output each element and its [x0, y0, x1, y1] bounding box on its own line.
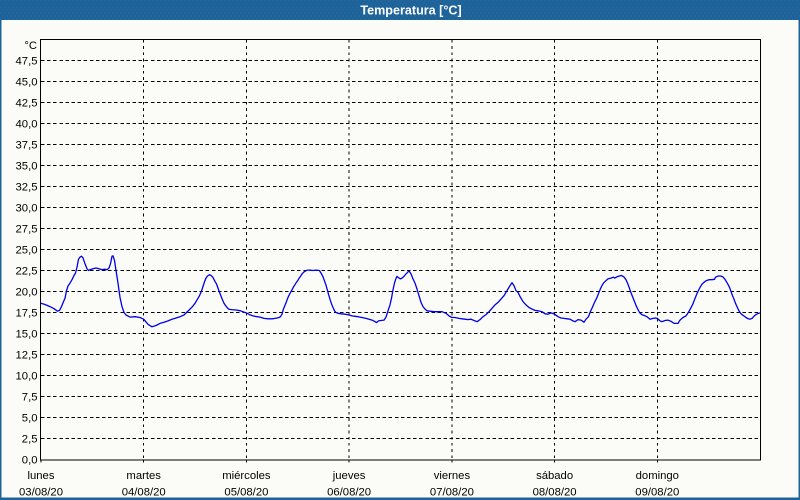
svg-text:03/08/20: 03/08/20 [19, 487, 63, 499]
svg-text:05/08/20: 05/08/20 [224, 487, 268, 499]
svg-text:viernes: viernes [434, 470, 471, 482]
svg-text:sábado: sábado [536, 470, 573, 482]
svg-text:08/08/20: 08/08/20 [533, 487, 577, 499]
svg-text:miércoles: miércoles [222, 470, 271, 482]
svg-text:domingo: domingo [636, 470, 679, 482]
svg-text:12,5: 12,5 [16, 350, 38, 362]
svg-text:17,5: 17,5 [16, 308, 38, 320]
svg-text:47,5: 47,5 [16, 56, 38, 68]
svg-text:27,5: 27,5 [16, 224, 38, 236]
svg-text:25,0: 25,0 [16, 245, 38, 257]
svg-text:32,5: 32,5 [16, 182, 38, 194]
svg-text:0,0: 0,0 [22, 455, 38, 467]
svg-text:martes: martes [126, 470, 161, 482]
svg-text:15,0: 15,0 [16, 329, 38, 341]
svg-text:Temperatura [°C]: Temperatura [°C] [360, 4, 461, 18]
svg-text:35,0: 35,0 [16, 161, 38, 173]
svg-text:22,5: 22,5 [16, 266, 38, 278]
svg-text:04/08/20: 04/08/20 [122, 487, 166, 499]
svg-text:45,0: 45,0 [16, 77, 38, 89]
svg-text:30,0: 30,0 [16, 203, 38, 215]
svg-text:2,5: 2,5 [22, 434, 38, 446]
svg-text:°C: °C [24, 40, 37, 52]
svg-text:7,5: 7,5 [22, 392, 38, 404]
svg-text:06/08/20: 06/08/20 [327, 487, 371, 499]
svg-text:09/08/20: 09/08/20 [635, 487, 679, 499]
svg-text:42,5: 42,5 [16, 98, 38, 110]
svg-text:lunes: lunes [27, 470, 54, 482]
svg-text:40,0: 40,0 [16, 119, 38, 131]
svg-text:20,0: 20,0 [16, 287, 38, 299]
svg-text:37,5: 37,5 [16, 140, 38, 152]
svg-text:07/08/20: 07/08/20 [430, 487, 474, 499]
svg-text:5,0: 5,0 [22, 413, 38, 425]
svg-text:jueves: jueves [332, 470, 366, 482]
svg-text:10,0: 10,0 [16, 371, 38, 383]
